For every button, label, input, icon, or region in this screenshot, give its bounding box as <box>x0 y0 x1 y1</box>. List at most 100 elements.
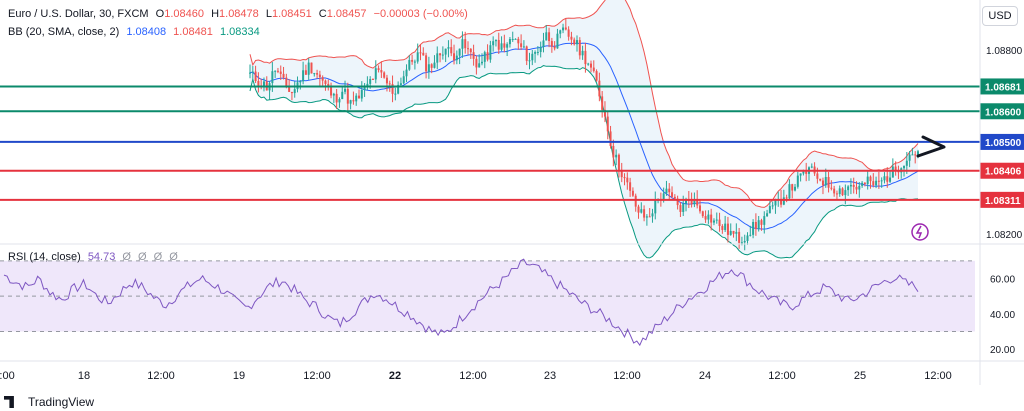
candle-body <box>550 41 553 47</box>
candle-body <box>835 193 838 195</box>
candle-body <box>564 27 567 30</box>
lightning-icon[interactable] <box>911 223 929 241</box>
candle-body <box>562 27 565 31</box>
candle-body <box>690 200 693 205</box>
open-value: 1.08460 <box>164 8 204 20</box>
candle-body <box>673 196 676 199</box>
candle-body <box>651 213 654 217</box>
candle-body <box>721 225 724 230</box>
candle-body <box>877 180 880 182</box>
candle-body <box>743 240 746 243</box>
candle-body <box>553 46 556 49</box>
candle-body <box>576 40 579 45</box>
time-tick-label: 2:00 <box>0 370 15 382</box>
candle-body <box>905 160 908 166</box>
level-tag-label: 1.08500 <box>985 138 1022 149</box>
candle-body <box>612 145 615 158</box>
currency-button[interactable]: USD <box>982 6 1018 26</box>
symbol-legend: Euro / U.S. Dollar, 30, FXCM O1.08460 H1… <box>8 8 472 20</box>
candle-body <box>589 63 592 68</box>
rsi-value: 54.73 <box>87 251 116 263</box>
candle-body <box>380 70 383 73</box>
candle-body <box>388 83 391 85</box>
candle-body <box>693 199 696 205</box>
candle-body <box>371 78 374 80</box>
candle-body <box>567 29 570 37</box>
candle-body <box>506 44 509 48</box>
horizontal-levels: 1.08681 1.08600 1.08500 1.08406 1.08311 <box>0 78 1024 208</box>
candle-body <box>444 48 447 55</box>
candle-body <box>746 235 749 241</box>
bb-legend: BB (20, SMA, close, 2) 1.08408 1.08481 1… <box>8 26 264 38</box>
candle-body <box>274 70 277 72</box>
candle-body <box>304 70 307 75</box>
candle-body <box>894 166 897 171</box>
rsi-band <box>0 260 975 332</box>
candle-body <box>344 88 347 92</box>
candle-body <box>408 59 411 70</box>
candle-body <box>355 95 358 102</box>
candle-body <box>290 91 293 94</box>
bb-upper-line <box>249 0 919 208</box>
candle-body <box>450 47 453 54</box>
candle-body <box>830 187 833 189</box>
candle-body <box>631 190 634 196</box>
candle-body <box>349 100 352 104</box>
candle-body <box>671 192 674 197</box>
candle-body <box>480 61 483 64</box>
candle-body <box>634 195 637 207</box>
candle-body <box>676 198 679 206</box>
candle-body <box>302 70 305 82</box>
rsi-axis: 60.00 40.00 20.00 <box>990 275 1015 357</box>
candle-body <box>729 230 732 235</box>
candle-body <box>522 46 525 48</box>
candle-body <box>763 216 766 225</box>
candle-body <box>749 234 752 236</box>
candle-body <box>782 197 785 205</box>
candle-body <box>534 52 537 54</box>
level-tag <box>980 103 1024 120</box>
candle-body <box>629 182 632 191</box>
bb-fill <box>250 0 918 258</box>
candle-body <box>341 91 344 100</box>
candle-body <box>324 80 327 84</box>
candle-body <box>262 81 265 86</box>
time-tick-label: 24 <box>699 370 711 382</box>
candle-body <box>880 180 883 182</box>
bb-lower-line <box>249 65 919 259</box>
candle-body <box>293 89 296 94</box>
trend-arrow-icon[interactable] <box>916 135 946 158</box>
candle-body <box>861 182 864 186</box>
candle-body <box>489 45 492 60</box>
candle-body <box>718 219 721 226</box>
level-tag <box>980 162 1024 179</box>
candle-body <box>578 40 581 56</box>
candle-body <box>316 73 319 75</box>
candle-body <box>606 116 609 132</box>
candle-body <box>464 39 467 49</box>
time-tick-label: 12:00 <box>459 370 487 382</box>
candle-body <box>738 231 741 243</box>
tradingview-logo-icon <box>4 396 14 408</box>
candle-body <box>517 38 520 44</box>
candle-body <box>584 50 587 65</box>
candle-body <box>486 52 489 60</box>
candle-body <box>858 185 861 190</box>
candle-body <box>707 214 710 220</box>
change-value: −0.00003 (−0.00%) <box>373 8 468 20</box>
time-tick-label: 22 <box>389 370 401 382</box>
candle-body <box>478 63 481 68</box>
candle-body <box>911 154 914 156</box>
candle-body <box>279 71 282 74</box>
candle-body <box>701 211 704 217</box>
candle-body <box>623 177 626 179</box>
level-tag <box>980 133 1024 150</box>
level-tag-label: 1.08600 <box>985 107 1022 118</box>
time-tick-label: 18 <box>78 370 90 382</box>
candle-body <box>810 166 813 168</box>
candle-body <box>433 62 436 68</box>
candle-body <box>587 63 590 65</box>
low-value: 1.08451 <box>271 8 312 20</box>
candle-body <box>665 188 668 194</box>
candle-body <box>685 200 688 204</box>
